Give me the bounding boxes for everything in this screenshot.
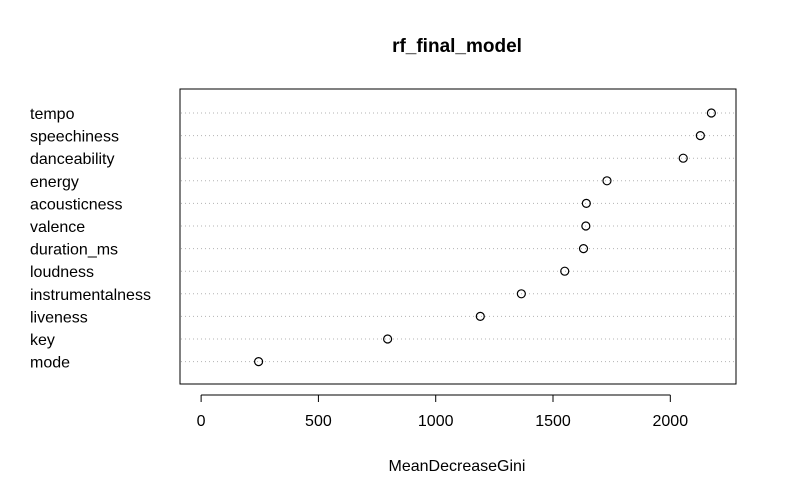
category-label: speechiness	[30, 129, 119, 146]
data-point	[560, 266, 570, 276]
category-label: danceability	[30, 151, 115, 168]
category-labels: tempo speechiness danceability energy acoust…	[30, 106, 151, 372]
data-point	[581, 198, 591, 208]
category-label: energy	[30, 174, 79, 191]
category-label: duration_ms	[30, 242, 118, 259]
category-label: valence	[30, 219, 85, 236]
data-point	[678, 153, 688, 163]
data-points	[253, 108, 716, 367]
data-point	[581, 221, 591, 231]
category-label: liveness	[30, 309, 88, 326]
x-tick-label: 0	[197, 413, 206, 430]
x-axis-title: MeanDecreaseGini	[389, 458, 526, 475]
x-tick-label: 1500	[535, 413, 571, 430]
x-tick-label: 1000	[418, 413, 454, 430]
data-point	[253, 357, 264, 367]
category-label: acousticness	[30, 196, 123, 213]
category-label: tempo	[30, 106, 75, 123]
category-label: key	[30, 332, 55, 349]
data-point	[475, 311, 485, 321]
category-label: mode	[30, 355, 70, 372]
data-point	[383, 334, 393, 344]
x-tick-label: 2000	[653, 413, 689, 430]
data-point	[516, 289, 526, 299]
data-point	[695, 131, 705, 141]
plot-frame	[179, 88, 737, 385]
category-label: instrumentalness	[30, 287, 151, 304]
data-point	[602, 176, 612, 186]
x-axis: 0 500 1000 1500 2000	[197, 394, 689, 430]
grid-lines	[181, 112, 735, 363]
x-tick-label: 500	[305, 413, 332, 430]
chart-title: rf_final_model	[392, 36, 522, 57]
data-point	[578, 244, 589, 254]
data-point	[706, 108, 716, 118]
category-label: loudness	[30, 264, 94, 281]
